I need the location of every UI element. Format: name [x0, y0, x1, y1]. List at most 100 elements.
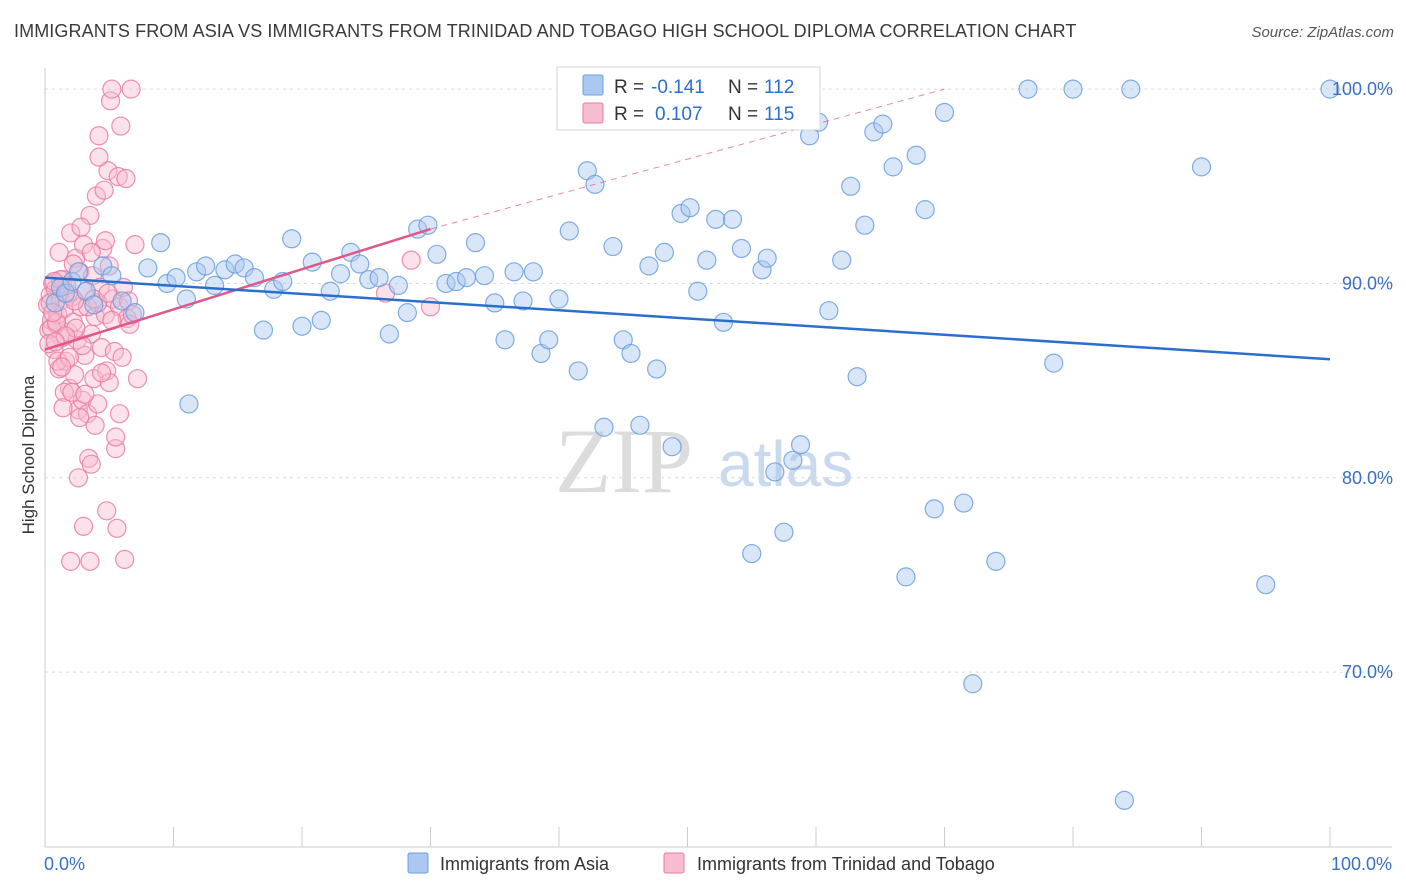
- asia-point: [379, 324, 399, 344]
- asia-point: [45, 293, 65, 313]
- tt-point: [88, 394, 108, 414]
- asia-point: [603, 236, 623, 257]
- asia-point: [1044, 353, 1064, 373]
- asia-point: [138, 258, 158, 278]
- asia-point: [504, 262, 524, 282]
- legend-bottom-asia-swatch: [407, 852, 429, 874]
- asia-point: [934, 102, 955, 123]
- asia-point: [630, 415, 650, 435]
- asia-point: [369, 268, 389, 288]
- tt-point: [61, 223, 81, 243]
- chart-title: IMMIGRANTS FROM ASIA VS IMMIGRANTS FROM …: [14, 21, 1077, 41]
- y-axis-label: High School Diploma: [19, 375, 38, 534]
- tt-point: [104, 341, 124, 362]
- tt-point: [401, 250, 421, 270]
- asia-point: [427, 244, 447, 264]
- trend-lines: [44, 88, 1331, 361]
- legend-tt-n: 115: [764, 104, 794, 125]
- asia-point: [819, 301, 839, 321]
- asia-point: [647, 359, 667, 379]
- asia-point: [292, 316, 312, 336]
- asia-point: [1121, 79, 1141, 99]
- tt-point: [115, 549, 135, 570]
- tt-point: [54, 382, 74, 402]
- tt-point: [89, 147, 109, 167]
- asia-point: [446, 271, 466, 292]
- asia-point: [151, 233, 171, 253]
- tt-point: [73, 516, 94, 536]
- asia-point: [102, 266, 122, 286]
- asia-point: [350, 254, 370, 274]
- tt-point: [116, 168, 136, 189]
- asia-point: [196, 256, 216, 276]
- asia-point: [594, 417, 614, 437]
- asia-point: [465, 233, 486, 253]
- asia-point: [924, 499, 944, 519]
- asia-point: [418, 215, 438, 235]
- asia-point: [330, 264, 351, 284]
- asia-point: [765, 462, 785, 482]
- legend-tt-r: 0.107: [655, 104, 703, 125]
- legend-asia-r-label: R =: [614, 77, 644, 98]
- tt-point: [89, 126, 109, 146]
- asia-point: [841, 176, 861, 196]
- y-tick-label: 100.0%: [1332, 79, 1393, 99]
- source-label: Source: ZipAtlas.com: [1251, 24, 1394, 41]
- x-tick-min: 0.0%: [44, 854, 85, 874]
- tt-point: [66, 318, 86, 338]
- asia-point: [539, 330, 559, 350]
- tt-trend-dashed: [430, 88, 945, 230]
- y-tick-label: 70.0%: [1342, 662, 1393, 682]
- asia-point: [549, 289, 569, 309]
- asia-point: [1114, 790, 1135, 810]
- asia-point: [757, 248, 777, 268]
- tt-point: [80, 551, 100, 571]
- tt-point: [111, 116, 131, 136]
- tt-point: [52, 357, 72, 377]
- asia-point: [639, 256, 659, 276]
- y-tick-label: 80.0%: [1342, 468, 1393, 488]
- asia-point: [253, 320, 274, 340]
- asia-point: [654, 242, 674, 262]
- asia-point: [742, 543, 762, 564]
- tt-point: [112, 347, 132, 367]
- watermark-atlas: atlas: [718, 428, 853, 500]
- watermark: ZIP atlas: [555, 410, 853, 512]
- tt-point: [125, 235, 145, 255]
- tt-point: [49, 242, 69, 262]
- tt-point: [127, 369, 148, 389]
- asia-point: [485, 293, 505, 313]
- asia-point: [722, 209, 743, 229]
- asia-point: [1063, 79, 1083, 99]
- asia-point: [112, 291, 132, 311]
- tt-point: [46, 312, 67, 332]
- asia-point: [513, 291, 533, 311]
- asia-point: [311, 310, 331, 330]
- legend-bottom-tt-label: Immigrants from Trinidad and Tobago: [697, 854, 995, 874]
- legend-bottom-tt-swatch: [663, 852, 685, 874]
- asia-point: [84, 295, 104, 315]
- asia-point: [1018, 79, 1038, 99]
- asia-point: [474, 266, 495, 286]
- asia-point: [179, 394, 199, 414]
- tt-point: [106, 427, 126, 447]
- asia-point: [706, 209, 726, 229]
- tt-point: [102, 79, 122, 99]
- tt-point: [91, 363, 112, 383]
- asia-point: [1320, 79, 1340, 99]
- tt-point: [53, 398, 73, 418]
- asia-point: [523, 262, 543, 282]
- asia-point: [1191, 157, 1212, 177]
- tt-point: [107, 518, 127, 538]
- tt-point: [98, 161, 118, 181]
- asia-point: [495, 330, 515, 350]
- legend-tt-swatch: [582, 102, 604, 124]
- tt-point: [86, 186, 107, 206]
- asia-point: [986, 551, 1006, 571]
- asia-point: [883, 157, 903, 177]
- asia-point: [568, 361, 588, 381]
- series-asia-points: [45, 79, 1340, 810]
- asia-point: [397, 303, 417, 323]
- asia-point: [55, 283, 76, 303]
- tt-point: [81, 454, 101, 474]
